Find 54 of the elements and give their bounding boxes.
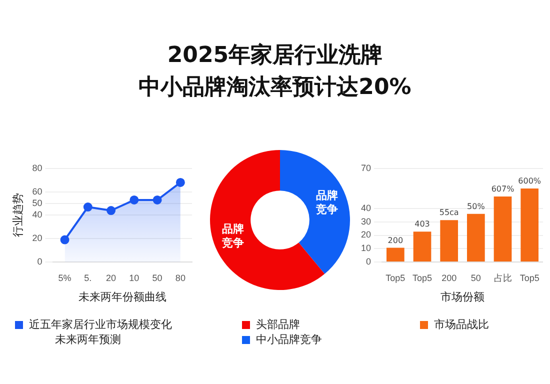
text: 200 <box>388 236 404 245</box>
x-tick-label: 80 <box>175 272 186 283</box>
x-tick-label: Top5 <box>412 272 432 283</box>
x-tick-label: Top5 <box>520 272 540 283</box>
text: 55ca <box>439 208 459 218</box>
x-tick-label: 200 <box>442 272 457 283</box>
bar <box>520 188 539 262</box>
bar <box>413 232 432 262</box>
y-tick-label: 0 <box>366 256 372 266</box>
point <box>60 235 70 244</box>
y-tick-label: 20 <box>360 230 372 240</box>
legend-label: 中小品牌竞争 <box>255 332 322 347</box>
y-tick-label: 80 <box>32 162 42 173</box>
y-tick-label: 70 <box>360 162 372 173</box>
y-tick-label: 50 <box>32 198 42 208</box>
text: 607% <box>491 184 514 194</box>
text: 2025年家居行业洗牌 <box>166 42 384 70</box>
point <box>176 178 185 187</box>
legend-label: 头部品牌 <box>255 317 301 332</box>
bar <box>494 196 512 262</box>
text: 600% <box>518 176 542 186</box>
bar <box>467 214 485 262</box>
point <box>106 206 116 216</box>
y-tick-label: 30 <box>360 216 372 226</box>
legend-label: 近五年家居行业市场规模变化 <box>28 317 172 332</box>
text: 403 <box>414 220 430 229</box>
point <box>83 202 92 212</box>
x-tick-label: 5. <box>84 272 92 283</box>
x-tick-label: 占比 <box>494 272 512 283</box>
point <box>130 195 139 204</box>
text: 中小品牌淘汰率预计达20% <box>138 74 412 102</box>
bar <box>386 248 404 262</box>
x-tick-label: 5% <box>58 272 72 283</box>
x-tick-label: 50 <box>470 272 481 283</box>
x-axis-title: 未来两年份额曲线 <box>78 290 167 304</box>
x-tick-label: 10 <box>129 272 140 283</box>
y-axis-title: 行业趋势 <box>12 193 25 238</box>
legend-label: 市场品战比 <box>433 317 489 332</box>
y-tick-label: 60 <box>32 186 42 196</box>
data-label: 品牌竞争 <box>221 222 244 250</box>
text: 未来两年预测 <box>54 332 122 347</box>
x-tick-label: 20 <box>106 272 116 283</box>
y-tick-label: 40 <box>32 210 42 220</box>
bar <box>440 220 458 262</box>
x-tick-label: Top5 <box>386 272 406 283</box>
x-axis-title: 市场份额 <box>440 290 485 304</box>
y-tick-label: 0 <box>37 256 42 266</box>
y-tick-label: 10 <box>360 243 372 254</box>
point <box>152 195 162 204</box>
y-tick-label: 40 <box>360 203 372 213</box>
y-tick-label: 20 <box>32 233 42 244</box>
text: 50% <box>467 202 485 211</box>
data-label: 品牌竞争 <box>314 189 338 216</box>
x-tick-label: 50 <box>152 272 162 283</box>
